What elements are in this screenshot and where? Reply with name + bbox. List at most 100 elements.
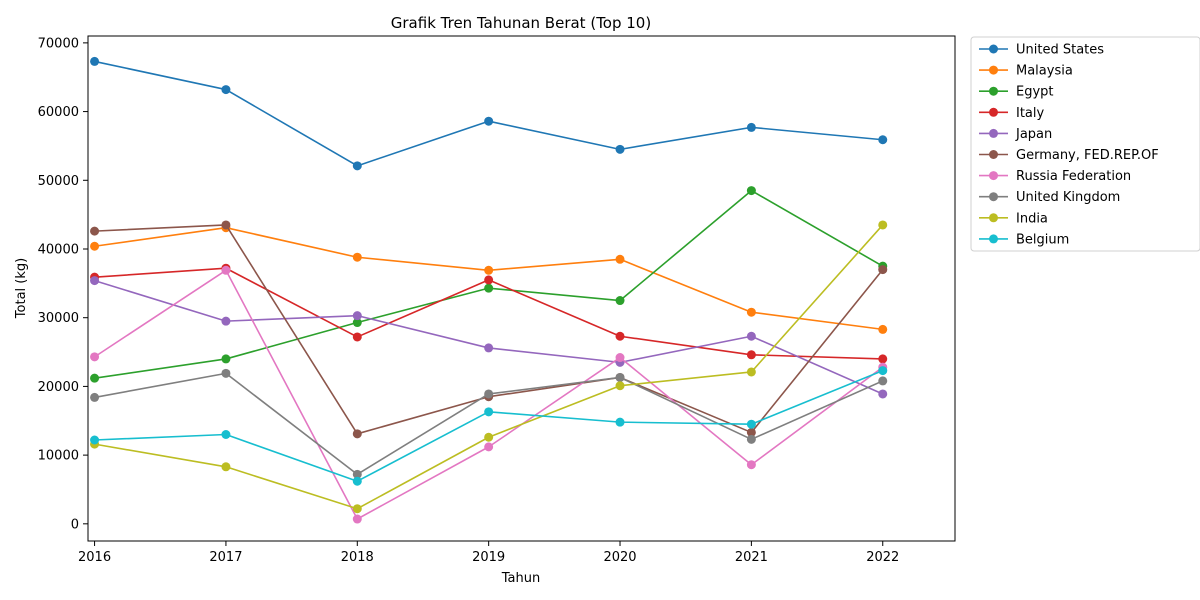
legend-item: United Kingdom	[979, 190, 1120, 205]
data-point	[484, 432, 494, 442]
data-point	[221, 354, 231, 364]
data-point	[484, 265, 494, 275]
data-point	[746, 331, 756, 341]
x-tick-label: 2021	[735, 550, 768, 565]
legend-marker	[989, 192, 998, 202]
data-point	[615, 331, 625, 341]
data-point	[90, 392, 100, 402]
y-tick-label: 50000	[38, 174, 79, 189]
data-point	[746, 460, 756, 470]
y-tick-label: 0	[71, 517, 79, 532]
series-2	[90, 186, 888, 383]
legend-item: India	[979, 211, 1048, 226]
legend-label: India	[1016, 211, 1048, 226]
data-point	[90, 276, 100, 286]
data-point	[352, 476, 362, 486]
x-tick-label: 2016	[78, 550, 111, 565]
series-line	[94, 372, 884, 476]
legend-item: Malaysia	[979, 64, 1073, 79]
series-8	[90, 220, 888, 514]
data-point	[221, 220, 231, 230]
data-point	[615, 144, 625, 154]
plot-frame	[87, 35, 956, 542]
data-point	[221, 462, 231, 472]
data-point	[878, 354, 888, 364]
x-tick-label: 2020	[603, 550, 636, 565]
data-point	[352, 469, 362, 479]
data-point	[878, 366, 888, 376]
data-point	[484, 116, 494, 126]
data-point	[221, 316, 231, 326]
legend-label: United States	[1016, 43, 1104, 58]
data-point	[352, 318, 362, 328]
data-point	[746, 427, 756, 437]
y-axis: 0 10000 20000 30000 40000 50000 60000 70000	[38, 36, 88, 532]
legend-marker	[989, 107, 998, 117]
legend-marker	[989, 171, 998, 181]
legend-marker	[989, 213, 998, 223]
series-layer	[90, 56, 888, 524]
y-tick-label: 70000	[38, 36, 79, 51]
data-point	[878, 324, 888, 334]
data-point	[90, 241, 100, 251]
data-point	[352, 252, 362, 262]
series-line	[94, 279, 884, 395]
x-tick-label: 2017	[209, 550, 242, 565]
legend-label: Japan	[1015, 127, 1052, 142]
legend-label: United Kingdom	[1016, 190, 1120, 205]
legend-label: Germany, FED.REP.OF	[1016, 148, 1159, 163]
data-point	[615, 353, 625, 363]
data-point	[615, 254, 625, 264]
y-tick-label: 40000	[38, 242, 79, 257]
legend-marker	[989, 128, 998, 138]
data-point	[615, 372, 625, 382]
legend-item: United States	[979, 43, 1104, 58]
data-point	[878, 376, 888, 386]
data-point	[221, 368, 231, 378]
x-axis-title: Tahun	[501, 571, 540, 586]
data-point	[484, 283, 494, 293]
series-6	[90, 265, 888, 524]
data-point	[746, 434, 756, 444]
data-point	[484, 275, 494, 285]
legend-item: Egypt	[979, 85, 1054, 100]
data-point	[746, 367, 756, 377]
data-point	[615, 296, 625, 306]
series-9	[90, 366, 888, 486]
data-point	[90, 435, 100, 445]
legend-item: Italy	[979, 106, 1045, 121]
data-point	[746, 419, 756, 429]
series-7	[90, 368, 888, 479]
data-point	[221, 430, 231, 440]
series-5	[90, 220, 888, 439]
data-point	[484, 442, 494, 452]
legend-marker	[989, 65, 998, 75]
legend-marker	[989, 150, 998, 159]
legend-item: Belgium	[979, 232, 1069, 247]
series-4	[90, 276, 888, 399]
x-tick-label: 2018	[341, 550, 374, 565]
legend-item: Germany, FED.REP.OF	[979, 148, 1159, 163]
data-point	[221, 265, 231, 275]
y-tick-label: 60000	[38, 105, 79, 120]
legend-label: Belgium	[1016, 232, 1069, 247]
data-point	[90, 373, 100, 383]
legend-label: Egypt	[1016, 85, 1054, 100]
legend-marker	[989, 86, 998, 96]
data-point	[221, 85, 231, 95]
legend: United States Malaysia Egypt Italy Japan Germ…	[970, 36, 1200, 252]
legend-item: Russia Federation	[979, 169, 1131, 184]
series-line	[94, 224, 884, 435]
data-point	[878, 135, 888, 145]
data-point	[352, 514, 362, 524]
data-point	[352, 311, 362, 321]
data-point	[746, 186, 756, 196]
data-point	[484, 343, 494, 353]
data-point	[615, 417, 625, 427]
legend-marker	[989, 234, 998, 244]
data-point	[90, 56, 100, 66]
data-point	[746, 307, 756, 317]
data-point	[352, 429, 362, 439]
data-point	[352, 161, 362, 171]
